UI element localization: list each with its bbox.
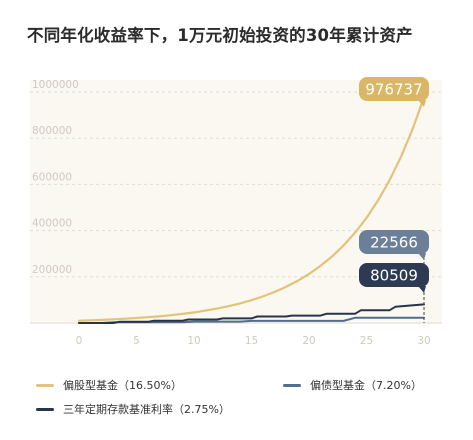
legend-label-stock: 偏股型基金（16.50%） [63,379,182,392]
y-tick-label-3: 800000 [32,125,72,137]
x-tick-label-2: 10 [187,335,200,347]
legend-swatch-stock [36,383,54,387]
end-badge-deposit [359,263,429,287]
x-tick-label-1: 5 [133,335,140,347]
end-badge-pointer-bond [418,253,426,260]
x-tick-label-3: 15 [245,335,258,347]
end-label-stock: 976737 [365,81,422,99]
series-line-stock [77,96,426,322]
end-badge-pointer-deposit [418,286,426,293]
legend-label-bond: 偏债型基金（7.20%） [310,379,422,392]
legend-swatch-bond [283,383,301,387]
y-tick-label-0: 200000 [32,264,72,276]
x-tick-label-5: 25 [360,335,373,347]
y-tick-label-2: 600000 [32,171,72,183]
y-tick-label-4: 1000000 [32,79,79,91]
end-badge-bond [359,230,429,254]
y-tick-label-1: 400000 [32,218,72,230]
legend-item-deposit[interactable]: 三年定期存款基准利率（2.75%） [36,401,230,417]
legend-label-deposit: 三年定期存款基准利率（2.75%） [63,403,230,416]
legend-swatch-deposit [36,407,54,411]
legend-item-stock[interactable]: 偏股型基金（16.50%） [36,377,182,393]
end-badge-pointer-stock [418,100,426,107]
chart-title: 不同年化收益率下，1万元初始投资的30年累计资产 [27,26,413,45]
x-tick-label-4: 20 [302,335,315,347]
end-label-bond: 22566 [370,234,418,252]
series-line-deposit [78,303,425,324]
end-badge-stock [359,77,429,101]
x-tick-label-6: 30 [417,335,430,347]
legend-item-bond[interactable]: 偏债型基金（7.20%） [283,377,422,393]
end-label-deposit: 80509 [370,267,418,285]
x-tick-label-0: 0 [76,335,83,347]
